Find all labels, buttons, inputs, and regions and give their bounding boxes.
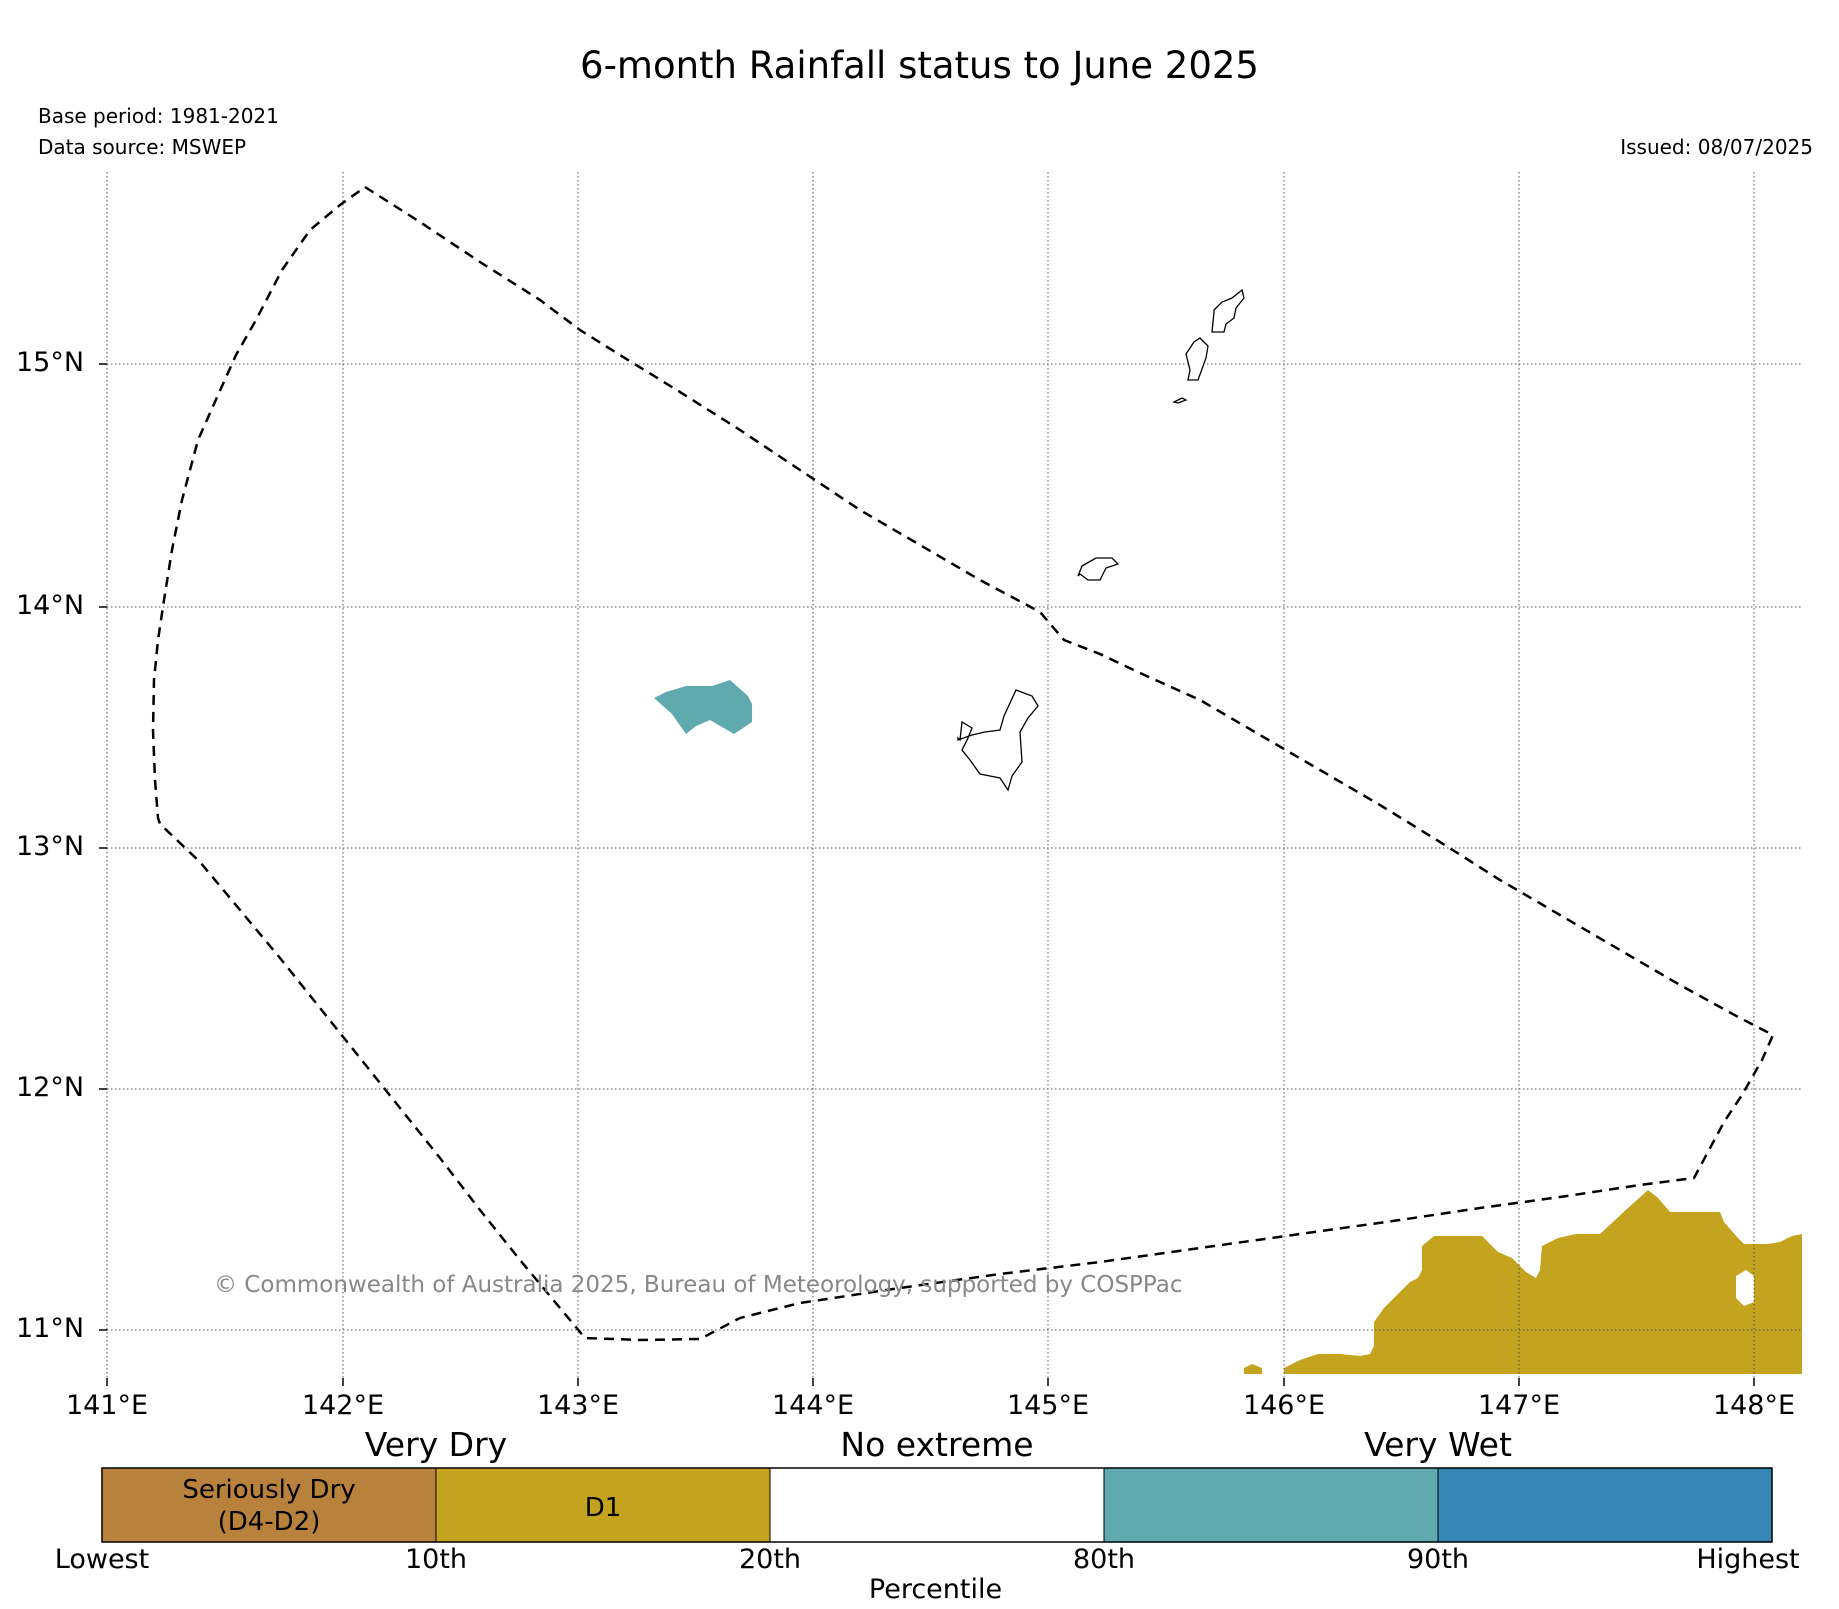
- colorbar-tick-20th: 20th: [738, 1544, 802, 1575]
- lon-label-141: 141°E: [65, 1390, 149, 1421]
- lon-label-147: 147°E: [1477, 1390, 1561, 1421]
- lon-label-144: 144°E: [771, 1390, 855, 1421]
- colorbar-tick-10th: 10th: [404, 1544, 468, 1575]
- tinian-outline: [1185, 337, 1209, 381]
- colorbar-header-very-dry: Very Dry: [364, 1425, 508, 1464]
- rota-outline: [1077, 557, 1120, 581]
- lon-label-142: 142°E: [301, 1390, 385, 1421]
- saipan-outline: [1211, 288, 1245, 333]
- lon-label-145: 145°E: [1006, 1390, 1090, 1421]
- lat-label-13: 13°N: [16, 831, 85, 862]
- eez-boundary: [151, 185, 1775, 1342]
- colorbar-header-very-wet: Very Wet: [1364, 1425, 1512, 1464]
- dry-d1-region: [1244, 1190, 1802, 1374]
- lat-label-12: 12°N: [16, 1072, 85, 1103]
- colorbar-tick-highest: Highest: [1696, 1544, 1800, 1575]
- map-ticks: [99, 363, 1755, 1386]
- dry-region-gap: [1736, 1270, 1754, 1306]
- map-gridlines: [106, 172, 1802, 1378]
- colorbar-tick-90th: 90th: [1406, 1544, 1470, 1575]
- colorbar-axis-label: Percentile: [868, 1574, 1003, 1605]
- lon-label-146: 146°E: [1242, 1390, 1326, 1421]
- colorbar: [101, 1467, 1773, 1543]
- colorbar-label-seriously-dry: Seriously Dry (D4-D2): [182, 1475, 356, 1537]
- issued-date: Issued: 08/07/2025: [1620, 135, 1813, 159]
- aguijan-outline: [1172, 397, 1188, 404]
- wet-region: [654, 680, 752, 734]
- colorbar-tick-lowest: Lowest: [54, 1544, 150, 1575]
- lon-label-143: 143°E: [536, 1390, 620, 1421]
- lat-label-14: 14°N: [16, 590, 85, 621]
- guam-outline: [957, 689, 1039, 792]
- data-source: Data source: MSWEP: [38, 135, 247, 159]
- copyright-notice: © Commonwealth of Australia 2025, Bureau…: [214, 1272, 1183, 1298]
- base-period: Base period: 1981-2021: [38, 104, 279, 128]
- colorbar-header-no-extreme: No extreme: [840, 1425, 1034, 1464]
- lat-label-11: 11°N: [16, 1313, 85, 1344]
- lat-label-15: 15°N: [16, 347, 85, 378]
- colorbar-label-d1: D1: [584, 1493, 622, 1523]
- colorbar-tick-80th: 80th: [1072, 1544, 1136, 1575]
- map-title: 6-month Rainfall status to June 2025: [580, 44, 1259, 87]
- lon-label-148: 148°E: [1712, 1390, 1796, 1421]
